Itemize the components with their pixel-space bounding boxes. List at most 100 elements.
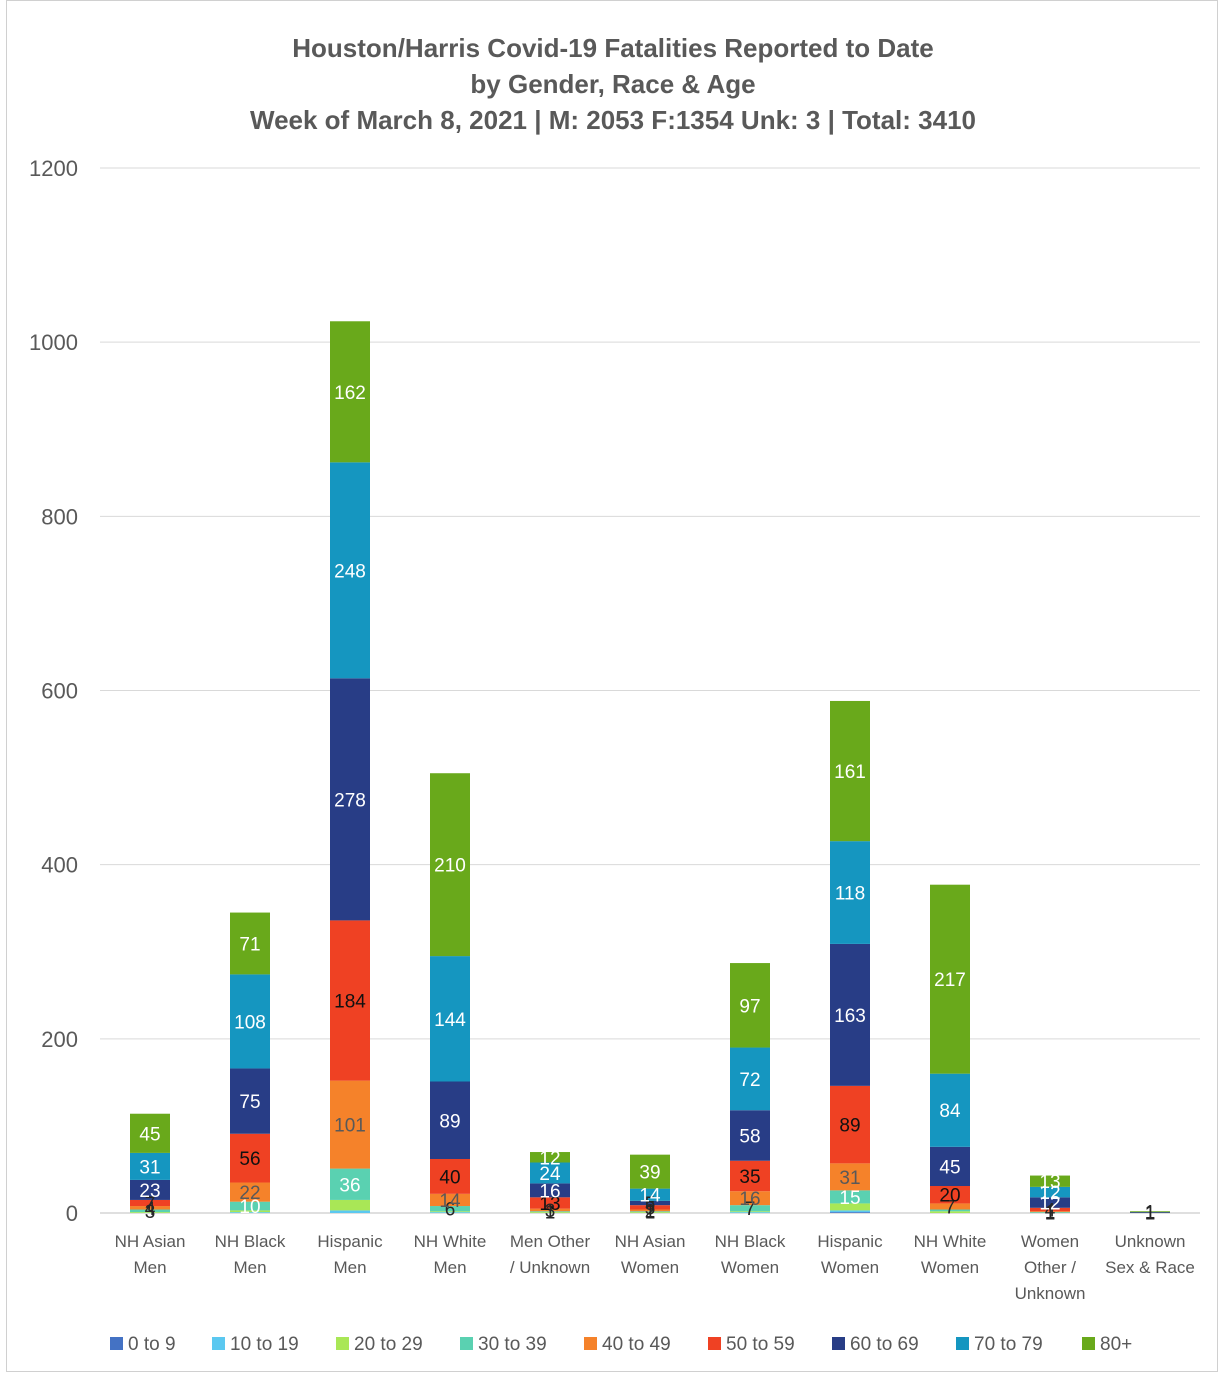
bar-segment (1030, 1197, 1070, 1208)
bar-segment (530, 1162, 570, 1184)
legend-swatch (460, 1337, 473, 1350)
x-tick-label: Unknown (1015, 1284, 1086, 1303)
legend-swatch (832, 1337, 845, 1350)
bar-segment (230, 1133, 270, 1183)
bar-segment (230, 912, 270, 975)
bar-segment (130, 1113, 170, 1153)
bar-segment (230, 1068, 270, 1134)
data-label: 1 (1145, 1203, 1156, 1224)
bar-segment (1130, 1211, 1170, 1213)
data-label: 1 (1045, 1203, 1056, 1224)
bar-segment (130, 1152, 170, 1180)
data-label: 23 (139, 1181, 160, 1202)
chart-title: Houston/Harris Covid-19 Fatalities Repor… (0, 30, 1226, 138)
data-label: 1 (1045, 1204, 1056, 1225)
legend-label: 20 to 29 (354, 1334, 423, 1355)
data-label: 10 (239, 1197, 260, 1218)
bar-segment (430, 1159, 470, 1194)
data-label: 3 (145, 1202, 156, 1223)
y-tick-label: 600 (41, 679, 78, 704)
x-tick-label: Unknown (1115, 1232, 1186, 1251)
data-label: 72 (739, 1070, 760, 1091)
x-tick-label: Sex & Race (1105, 1258, 1195, 1277)
chart-title-line-2: by Gender, Race & Age (470, 69, 756, 99)
data-label: 22 (239, 1183, 260, 1204)
data-label: 278 (334, 790, 366, 811)
bar-segment (530, 1211, 570, 1213)
bar-segment (430, 1081, 470, 1160)
data-label: 6 (445, 1200, 456, 1221)
data-label: 36 (339, 1175, 360, 1196)
bar-segment (130, 1179, 170, 1200)
bar-segment (230, 1210, 270, 1213)
bar-segment (230, 974, 270, 1069)
legend-label: 80+ (1100, 1334, 1132, 1355)
data-label: 24 (539, 1164, 561, 1185)
legend-swatch (336, 1337, 349, 1350)
bar-segment (930, 1209, 970, 1212)
bar-segment (330, 1199, 370, 1211)
x-tick-label: Men (333, 1258, 366, 1277)
data-label: 16 (739, 1189, 760, 1210)
legend-label: 50 to 59 (726, 1334, 795, 1355)
x-tick-label: NH Black (215, 1232, 286, 1251)
data-label: 1 (1145, 1204, 1156, 1225)
bar-segment (830, 1203, 870, 1211)
bar-segment (130, 1206, 170, 1210)
data-label: 2 (645, 1201, 656, 1222)
data-label: 13 (539, 1194, 560, 1215)
x-tick-label: Women (721, 1258, 779, 1277)
data-label: 162 (334, 383, 366, 404)
bar-segment (430, 773, 470, 957)
legend-swatch (584, 1337, 597, 1350)
x-tick-label: NH White (914, 1232, 987, 1251)
data-label: 84 (939, 1101, 961, 1122)
data-label: 217 (934, 970, 966, 991)
legend-swatch (110, 1337, 123, 1350)
data-label: 108 (234, 1012, 266, 1033)
data-label: 97 (739, 996, 760, 1017)
legend-label: 0 to 9 (128, 1334, 176, 1355)
bar-segment (830, 943, 870, 1086)
data-label: 15 (839, 1188, 860, 1209)
y-tick-label: 200 (41, 1027, 78, 1052)
bar-segment (1130, 1212, 1170, 1213)
bar-segment (430, 1206, 470, 1212)
bar-segment (330, 321, 370, 463)
data-label: 7 (745, 1199, 756, 1220)
data-label: 39 (639, 1163, 660, 1184)
bar-segment (730, 1047, 770, 1111)
data-label: 75 (239, 1092, 260, 1113)
data-label: 16 (539, 1181, 560, 1202)
bar-segment (1030, 1175, 1070, 1187)
bar-segment (130, 1209, 170, 1213)
data-label: 31 (839, 1168, 860, 1189)
data-label: 184 (334, 992, 366, 1013)
y-tick-label: 1000 (29, 330, 78, 355)
bar-segment (730, 1211, 770, 1213)
bar-segment (630, 1200, 670, 1206)
data-label: 35 (739, 1167, 760, 1188)
bar-segment (430, 1212, 470, 1213)
x-tick-label: Women (1021, 1232, 1079, 1251)
y-tick-label: 400 (41, 853, 78, 878)
bar-segment (830, 1212, 870, 1213)
bar-segment (930, 1073, 970, 1147)
bar-segment (630, 1205, 670, 1210)
bar-segment (530, 1197, 570, 1209)
bar-segment (1030, 1207, 1070, 1212)
data-label: 118 (835, 884, 865, 905)
chart-frame (6, 0, 1218, 1372)
y-tick-label: 800 (41, 504, 78, 529)
data-label: 1 (545, 1203, 556, 1224)
bar-segment (230, 1212, 270, 1213)
data-label: 4 (1045, 1201, 1056, 1222)
bar-segment (630, 1212, 670, 1213)
bar-segment (230, 1182, 270, 1202)
bar-segment (730, 963, 770, 1048)
x-tick-label: Women (621, 1258, 679, 1277)
data-label: 5 (645, 1198, 656, 1219)
x-tick-label: Men (433, 1258, 466, 1277)
bar-segment (1030, 1211, 1070, 1213)
data-label: 161 (834, 762, 866, 783)
